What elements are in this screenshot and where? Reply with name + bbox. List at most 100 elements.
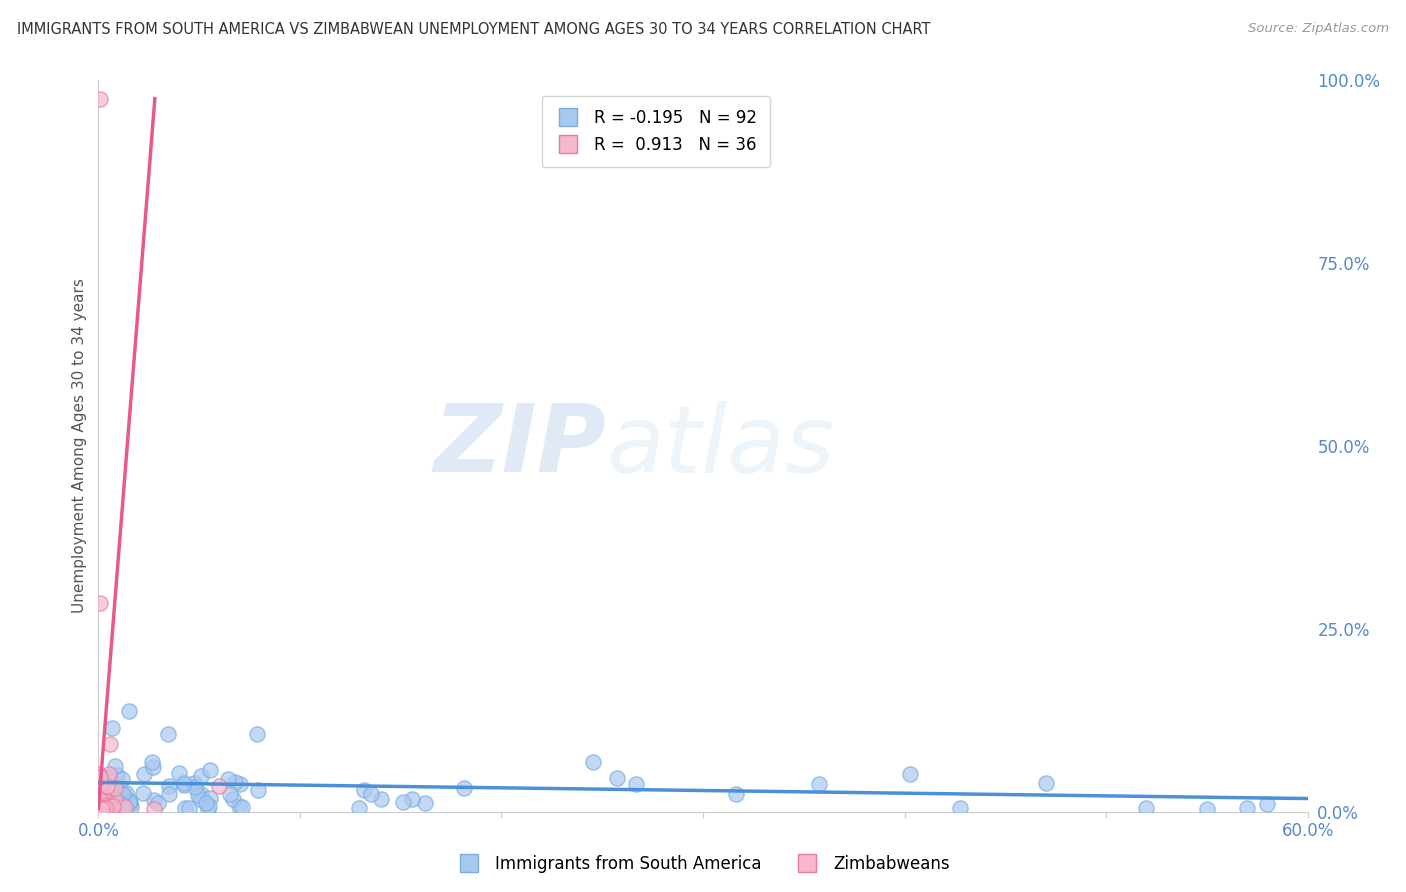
Point: [101, 798, 124, 813]
Point: [157, 787, 180, 801]
Point: [173, 776, 195, 790]
Point: [101, 802, 124, 816]
Point: [198, 763, 221, 777]
Point: [808, 777, 831, 791]
Point: [198, 799, 221, 814]
Point: [173, 778, 195, 792]
Point: [118, 795, 141, 809]
Point: [898, 766, 921, 780]
Point: [157, 727, 180, 741]
Text: Source: ZipAtlas.com: Source: ZipAtlas.com: [1249, 22, 1389, 36]
Point: [134, 767, 156, 781]
Point: [91, 801, 114, 815]
Point: [229, 777, 252, 791]
Point: [107, 780, 129, 795]
Point: [606, 771, 628, 785]
Point: [724, 787, 747, 801]
Point: [1035, 776, 1057, 790]
Point: [1135, 801, 1157, 815]
Point: [188, 792, 211, 806]
Point: [246, 727, 269, 741]
Point: [89, 793, 111, 807]
Point: [87, 766, 110, 780]
Point: [87, 803, 110, 817]
Point: [1256, 797, 1278, 811]
Point: [224, 774, 246, 789]
Point: [118, 704, 141, 718]
Point: [132, 786, 155, 800]
Point: [141, 755, 163, 769]
Point: [90, 789, 112, 803]
Point: [96, 796, 118, 810]
Point: [142, 793, 165, 807]
Point: [104, 780, 127, 795]
Point: [120, 800, 142, 814]
Point: [96, 788, 118, 802]
Point: [624, 777, 647, 791]
Point: [89, 596, 111, 610]
Point: [98, 799, 121, 814]
Point: [401, 792, 423, 806]
Point: [246, 782, 269, 797]
Point: [360, 787, 382, 801]
Point: [87, 799, 110, 814]
Point: [187, 788, 209, 802]
Point: [103, 780, 125, 795]
Point: [112, 798, 135, 813]
Point: [97, 799, 120, 814]
Point: [146, 796, 169, 810]
Point: [96, 797, 118, 812]
Point: [114, 800, 136, 814]
Point: [222, 791, 245, 805]
Point: [93, 793, 115, 807]
Point: [392, 795, 415, 809]
Point: [103, 799, 125, 814]
Point: [100, 782, 122, 797]
Point: [198, 791, 221, 805]
Text: atlas: atlas: [606, 401, 835, 491]
Point: [143, 802, 166, 816]
Point: [97, 767, 120, 781]
Point: [105, 768, 128, 782]
Point: [89, 770, 111, 784]
Point: [197, 802, 219, 816]
Point: [93, 801, 115, 815]
Point: [100, 800, 122, 814]
Point: [194, 797, 217, 811]
Point: [413, 796, 436, 810]
Point: [142, 760, 165, 774]
Point: [90, 780, 112, 795]
Point: [89, 803, 111, 817]
Point: [370, 792, 392, 806]
Point: [228, 799, 250, 814]
Point: [118, 797, 141, 812]
Y-axis label: Unemployment Among Ages 30 to 34 years: Unemployment Among Ages 30 to 34 years: [72, 278, 87, 614]
Point: [190, 769, 212, 783]
Point: [89, 789, 111, 804]
Point: [169, 765, 191, 780]
Point: [101, 789, 124, 803]
Legend: Immigrants from South America, Zimbabweans: Immigrants from South America, Zimbabwea…: [450, 848, 956, 880]
Point: [101, 721, 124, 735]
Point: [177, 801, 200, 815]
Point: [117, 802, 139, 816]
Point: [184, 780, 207, 794]
Point: [353, 782, 375, 797]
Point: [208, 779, 231, 793]
Point: [347, 801, 370, 815]
Point: [91, 796, 114, 810]
Point: [157, 779, 180, 793]
Point: [231, 800, 253, 814]
Text: IMMIGRANTS FROM SOUTH AMERICA VS ZIMBABWEAN UNEMPLOYMENT AMONG AGES 30 TO 34 YEA: IMMIGRANTS FROM SOUTH AMERICA VS ZIMBABW…: [17, 22, 931, 37]
Point: [96, 796, 118, 810]
Point: [111, 787, 134, 801]
Point: [110, 796, 132, 810]
Point: [91, 802, 114, 816]
Point: [1195, 801, 1218, 815]
Legend: R = -0.195   N = 92, R =  0.913   N = 36: R = -0.195 N = 92, R = 0.913 N = 36: [543, 96, 770, 167]
Point: [219, 787, 242, 801]
Point: [111, 772, 134, 787]
Point: [98, 737, 121, 751]
Point: [93, 795, 115, 809]
Point: [104, 759, 127, 773]
